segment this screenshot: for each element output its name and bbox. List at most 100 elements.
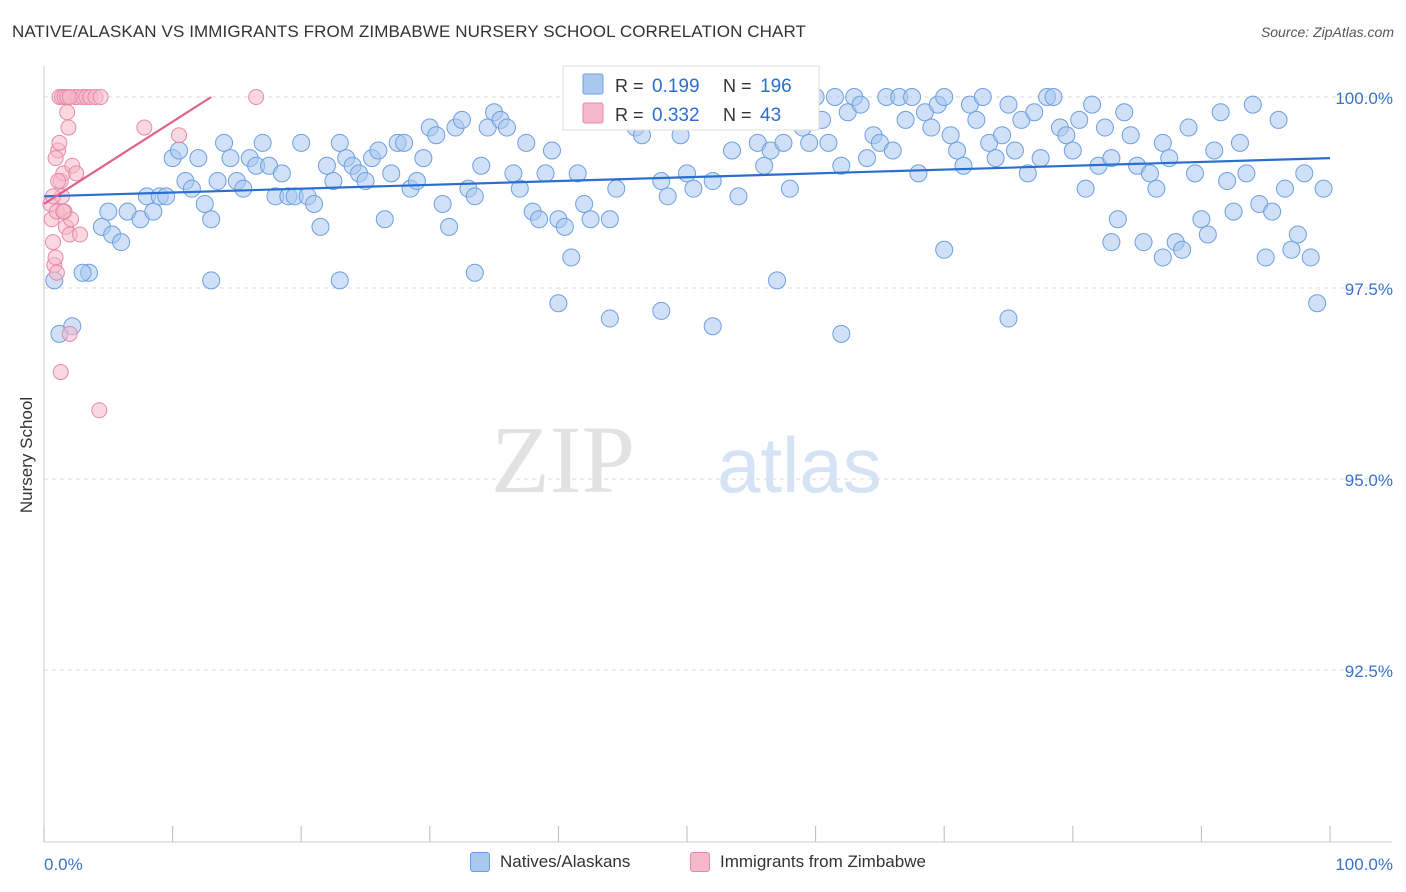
zimbabwe-point [72,226,89,243]
native-point [1153,133,1172,152]
native-point [1237,164,1256,183]
watermark-zip: ZIP [491,406,635,513]
native-point [99,202,118,221]
source-label: Source: ZipAtlas.com [1260,24,1394,40]
stats-r-label-1: R = [615,76,644,96]
native-point [909,164,928,183]
native-point [504,164,523,183]
native-point [1005,141,1024,160]
zimbabwe-point [248,89,265,105]
native-point [208,172,227,191]
native-point [600,309,619,328]
native-point [433,194,452,213]
native-point [1288,225,1307,244]
native-point [562,248,581,267]
native-point [684,179,703,198]
native-point [967,110,986,129]
native-point [1192,210,1211,229]
native-point [832,324,851,343]
native-point [234,179,253,198]
native-point [703,172,722,191]
native-point [112,233,131,252]
zimbabwe-point [91,402,108,419]
native-point [555,217,574,236]
native-point [678,164,696,183]
axis-layer: 100.0% 97.5% 95.0% 92.5% 0.0% 100.0% [43,66,1393,874]
native-point [1198,225,1217,244]
native-point [202,210,221,229]
native-point [581,210,600,229]
native-point [1108,210,1127,229]
native-point [382,164,401,183]
legend-item-natives[interactable]: Natives/Alaskans [470,852,630,872]
watermark: ZIP atlas [491,406,882,513]
native-point [1095,118,1114,137]
stats-r-value-1: 0.199 [652,76,700,97]
native-point [1083,95,1102,114]
native-point [954,156,973,175]
legend-item-zimbabwe[interactable]: Immigrants from Zimbabwe [690,852,926,872]
zimbabwe-point [52,364,69,381]
native-point [1185,164,1204,183]
native-point [1057,126,1076,145]
native-point [1224,202,1243,221]
zimbabwe-point [55,203,72,220]
native-point [819,133,838,152]
y-tick-label: 100.0% [1335,89,1393,108]
native-point [723,141,742,160]
native-point [1115,103,1134,122]
native-point [935,88,954,106]
native-point [993,126,1012,145]
native-point [851,95,870,114]
native-point [986,149,1005,168]
native-point [369,141,388,160]
points-layer [42,88,1333,419]
stats-n-label-2: N = [723,105,752,125]
native-point [497,118,516,137]
native-point [215,133,234,152]
zimbabwe-point [60,119,77,136]
stats-n-value-1: 196 [760,76,792,97]
native-point [780,179,799,198]
native-point [330,271,349,290]
zimbabwe-point [50,173,67,190]
native-point [1314,179,1333,198]
legend-label-natives: Natives/Alaskans [500,852,631,871]
y-tick-label: 97.5% [1345,280,1393,299]
zimbabwe-point [171,127,188,144]
legend-swatch-pink [690,852,710,872]
stats-n-value-2: 43 [760,105,781,126]
native-point [825,88,844,106]
native-point [317,156,336,175]
native-point [1134,233,1153,252]
native-point [189,149,208,168]
native-point [182,179,201,198]
zimbabwe-point [59,104,76,121]
native-point [414,149,433,168]
native-point [465,187,484,206]
native-point [652,172,671,191]
native-point [941,126,960,145]
native-point [999,309,1018,328]
zimbabwe-point [48,264,65,281]
native-point [536,164,555,183]
native-point [144,202,163,221]
native-point [1070,110,1089,129]
native-point [575,194,594,213]
native-point [922,118,941,137]
native-point [755,156,774,175]
native-point [530,210,549,229]
native-point [221,149,240,168]
stats-box-frame [562,65,820,131]
native-point [305,194,324,213]
native-point [311,217,330,236]
native-point [1263,202,1282,221]
native-point [1044,88,1063,106]
native-point [272,164,291,183]
native-point [1282,240,1301,259]
native-point [1205,141,1224,160]
native-point [1102,233,1121,252]
native-point [517,133,536,152]
native-point [292,133,311,152]
